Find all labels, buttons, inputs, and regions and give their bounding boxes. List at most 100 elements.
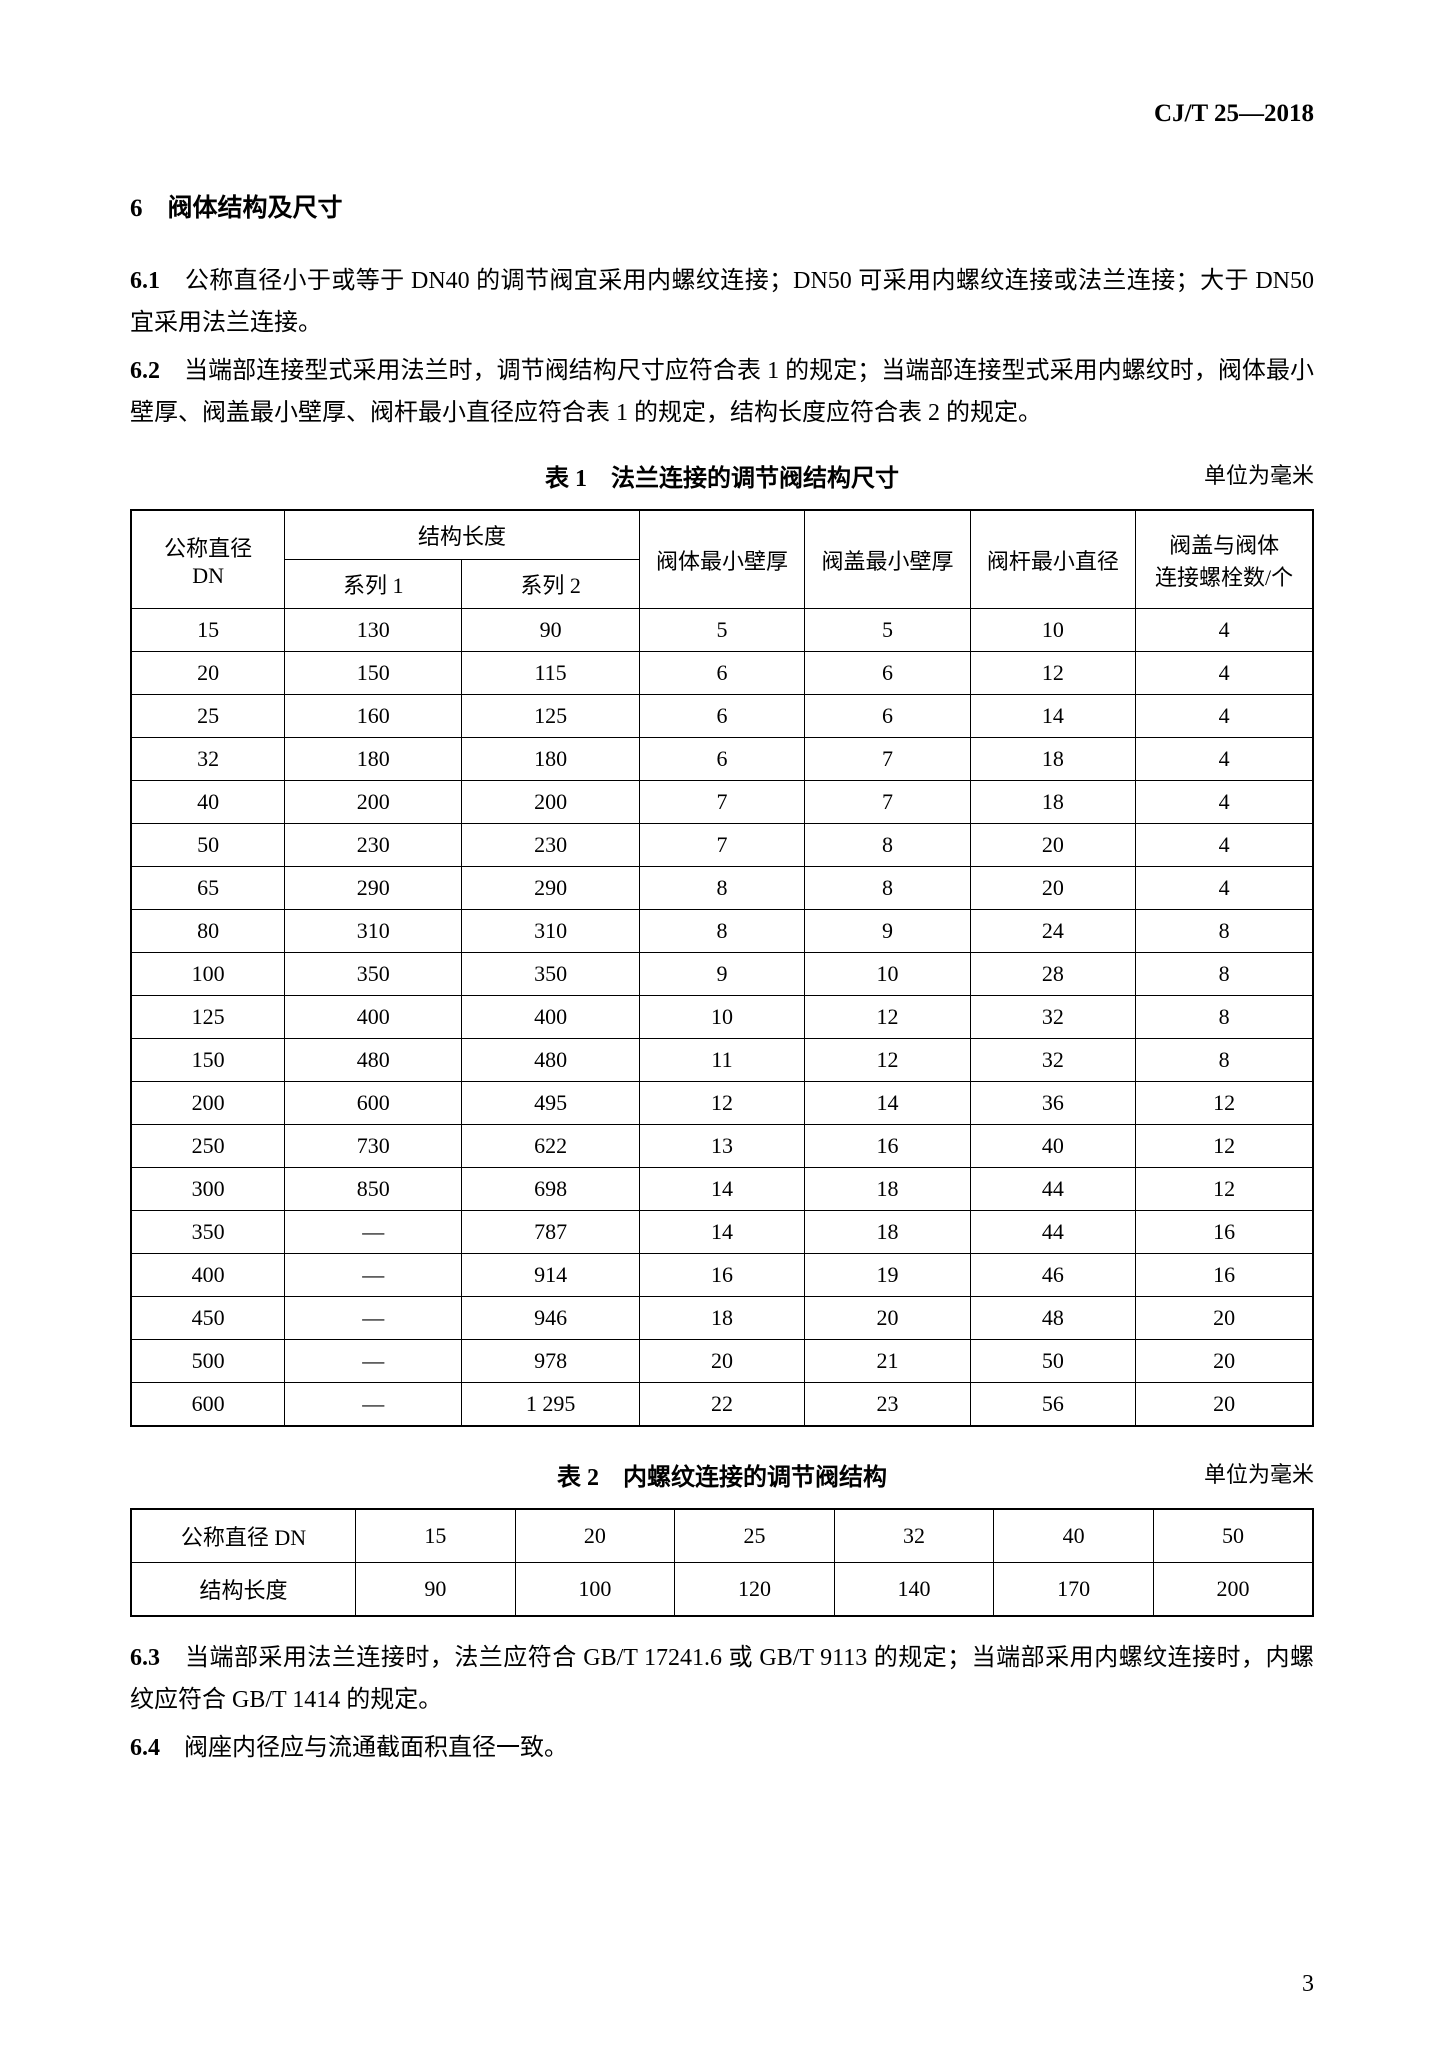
table-cell: 698 [462, 1168, 639, 1211]
table-cell: 11 [639, 1039, 804, 1082]
table-cell: 4 [1136, 652, 1313, 695]
table-cell: 16 [1136, 1211, 1313, 1254]
table-cell: 20 [131, 652, 285, 695]
table-2: 公称直径 DN152025324050结构长度90100120140170200 [130, 1508, 1314, 1617]
table-cell: 4 [1136, 695, 1313, 738]
table-cell: 400 [285, 996, 462, 1039]
table-cell: 180 [285, 738, 462, 781]
table-cell: 8 [639, 910, 804, 953]
th-dn-text: 公称直径 DN [164, 536, 252, 588]
table-cell: 115 [462, 652, 639, 695]
table-row: 3218018067184 [131, 738, 1313, 781]
table-cell: 20 [970, 824, 1135, 867]
table-cell: 1 295 [462, 1383, 639, 1427]
th-series-1: 系列 1 [285, 560, 462, 609]
table-cell: 90 [462, 609, 639, 652]
table-cell: 32 [131, 738, 285, 781]
table-cell: 50 [131, 824, 285, 867]
table-cell: 40 [131, 781, 285, 824]
table-row: 1504804801112328 [131, 1039, 1313, 1082]
table-cell: 28 [970, 953, 1135, 996]
table-cell: 200 [1153, 1563, 1313, 1617]
table-cell: 600 [131, 1383, 285, 1427]
table-cell: 6 [639, 695, 804, 738]
table-cell: 495 [462, 1082, 639, 1125]
table-row: 1254004001012328 [131, 996, 1313, 1039]
table-row: 450—94618204820 [131, 1297, 1313, 1340]
table-cell: 290 [285, 867, 462, 910]
table-cell: 914 [462, 1254, 639, 1297]
table-cell: 4 [1136, 609, 1313, 652]
table-row: 600—1 29522235620 [131, 1383, 1313, 1427]
table-2-unit: 单位为毫米 [1204, 1457, 1314, 1489]
para-number: 6.2 [130, 358, 160, 384]
para-number: 6.3 [130, 1645, 160, 1671]
table-cell: 32 [970, 996, 1135, 1039]
table-cell: 787 [462, 1211, 639, 1254]
page-number: 3 [1302, 1971, 1314, 1998]
table-cell: 310 [462, 910, 639, 953]
table-row: 5023023078204 [131, 824, 1313, 867]
table-cell: 15 [356, 1509, 516, 1563]
table-cell: 18 [805, 1211, 970, 1254]
table-cell: 125 [131, 996, 285, 1039]
section-6-heading: 6 阀体结构及尺寸 [130, 188, 1314, 224]
table-cell: 150 [131, 1039, 285, 1082]
table-cell: 6 [639, 652, 804, 695]
table-cell: 300 [131, 1168, 285, 1211]
table-row: 500—97820215020 [131, 1340, 1313, 1383]
table-cell: 46 [970, 1254, 1135, 1297]
table-cell: 230 [462, 824, 639, 867]
table-row: 100350350910288 [131, 953, 1313, 996]
table-cell: 50 [970, 1340, 1135, 1383]
table-cell: 8 [805, 824, 970, 867]
table-cell: 140 [834, 1563, 994, 1617]
table-cell: 5 [805, 609, 970, 652]
table-cell: 9 [805, 910, 970, 953]
table-cell: 230 [285, 824, 462, 867]
table-row: 6529029088204 [131, 867, 1313, 910]
table-cell: 400 [462, 996, 639, 1039]
table-cell: 100 [131, 953, 285, 996]
th-dn: 公称直径 DN [131, 510, 285, 609]
table-cell: 180 [462, 738, 639, 781]
table-cell: 500 [131, 1340, 285, 1383]
table-cell: 7 [639, 781, 804, 824]
table-cell: 公称直径 DN [131, 1509, 356, 1563]
table-cell: 结构长度 [131, 1563, 356, 1617]
table-cell: 200 [285, 781, 462, 824]
para-number: 6.4 [130, 1735, 160, 1761]
table-cell: 8 [1136, 996, 1313, 1039]
table-cell: 290 [462, 867, 639, 910]
document-page: CJ/T 25—2018 6 阀体结构及尺寸 6.1 公称直径小于或等于 DN4… [0, 0, 1444, 2048]
table-cell: 32 [834, 1509, 994, 1563]
table-cell: 20 [970, 867, 1135, 910]
table-row: 350—78714184416 [131, 1211, 1313, 1254]
table-2-body: 公称直径 DN152025324050结构长度90100120140170200 [131, 1509, 1313, 1616]
table-1-unit: 单位为毫米 [1204, 458, 1314, 490]
table-cell: 40 [994, 1509, 1154, 1563]
th-cover-wall: 阀盖最小壁厚 [805, 510, 970, 609]
table-cell: 20 [515, 1509, 675, 1563]
table-cell: 24 [970, 910, 1135, 953]
table-cell: 13 [639, 1125, 804, 1168]
table-cell: 5 [639, 609, 804, 652]
th-body-wall: 阀体最小壁厚 [639, 510, 804, 609]
table-cell: 16 [639, 1254, 804, 1297]
table-cell: 6 [639, 738, 804, 781]
table-cell: 23 [805, 1383, 970, 1427]
paragraph-6-3: 6.3 当端部采用法兰连接时，法兰应符合 GB/T 17241.6 或 GB/T… [130, 1637, 1314, 1721]
table-1-title: 表 1 法兰连接的调节阀结构尺寸 [545, 458, 899, 493]
table-row: 400—91416194616 [131, 1254, 1313, 1297]
table-cell: — [285, 1211, 462, 1254]
table-cell: 36 [970, 1082, 1135, 1125]
table-cell: 14 [805, 1082, 970, 1125]
th-bolts-text: 阀盖与阀体 连接螺栓数/个 [1155, 533, 1293, 590]
table-cell: 50 [1153, 1509, 1313, 1563]
th-len: 结构长度 [285, 510, 640, 560]
table-cell: 20 [1136, 1340, 1313, 1383]
table-row: 25073062213164012 [131, 1125, 1313, 1168]
table-cell: 12 [1136, 1168, 1313, 1211]
table-cell: 130 [285, 609, 462, 652]
table-cell: 4 [1136, 781, 1313, 824]
